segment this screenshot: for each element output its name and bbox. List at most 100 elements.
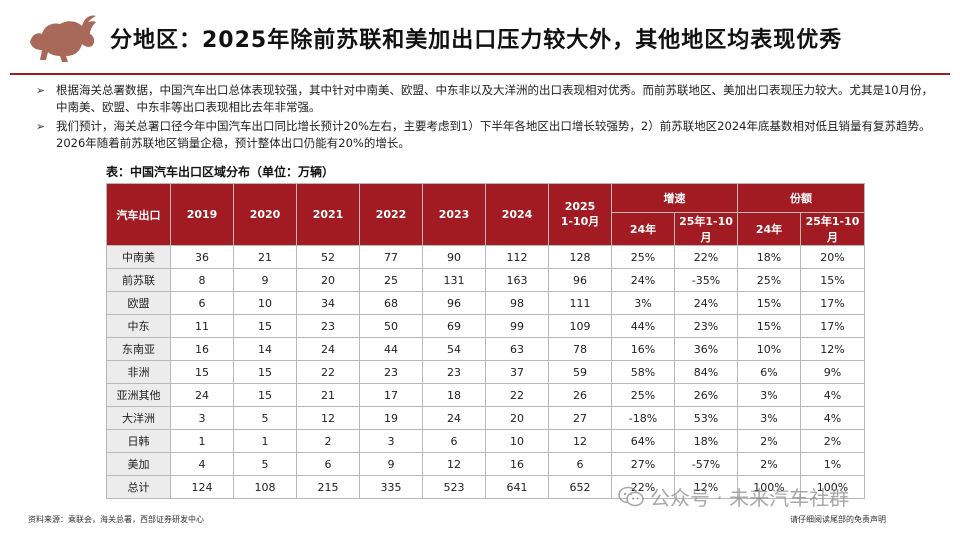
share-24-cell: 15% (737, 314, 801, 338)
value-cell: 24 (422, 406, 486, 430)
growth-25-cell: 18% (674, 429, 738, 453)
share-25-cell: 17% (800, 314, 865, 338)
share-24-cell: 10% (737, 337, 801, 361)
value-cell: 4 (170, 452, 234, 476)
table-row: 非洲 15 15 22 23 23 37 59 58% 84% 6% 9% (106, 360, 865, 384)
growth-24-header: 24年 (611, 212, 675, 246)
growth-24-cell: 3% (611, 291, 675, 315)
year-header: 2022 (359, 183, 423, 246)
share-24-cell: 2% (737, 452, 801, 476)
value-cell: 5 (233, 406, 297, 430)
share-24-cell: 18% (737, 245, 801, 269)
value-cell: 99 (485, 314, 549, 338)
value-cell: 63 (485, 337, 549, 361)
value-cell: 128 (548, 245, 612, 269)
region-cell: 大洋洲 (106, 406, 171, 430)
value-cell: 44 (359, 337, 423, 361)
share-24-cell: 100% (737, 475, 801, 499)
value-cell: 1 (170, 429, 234, 453)
value-cell: 2 (296, 429, 360, 453)
bullet-item: ➢ 根据海关总署数据，中国汽车出口总体表现较强，其中针对中南美、欧盟、中东非以及… (36, 82, 936, 116)
growth-25-cell: 53% (674, 406, 738, 430)
bull-logo-icon (30, 15, 96, 62)
value-cell: 59 (548, 360, 612, 384)
share-25-cell: 20% (800, 245, 865, 269)
table-body: 中南美 36 21 52 77 90 112 128 25% 22% 18% 20% 前苏联 8 9 20 25… (106, 245, 865, 499)
share-25-cell: 12% (800, 337, 865, 361)
value-cell: 10 (485, 429, 549, 453)
share-24-cell: 2% (737, 429, 801, 453)
growth-25-cell: 22% (674, 245, 738, 269)
share-25-cell: 17% (800, 291, 865, 315)
value-cell: 23 (359, 360, 423, 384)
region-cell: 中南美 (106, 245, 171, 269)
value-cell: 15 (170, 360, 234, 384)
table-row: 亚洲其他 24 15 21 17 18 22 26 25% 26% 3% 4% (106, 383, 865, 407)
value-cell: 1 (233, 429, 297, 453)
arrow-bullet-icon: ➢ (36, 120, 46, 133)
table-row: 欧盟 6 10 34 68 96 98 111 3% 24% 15% 17% (106, 291, 865, 315)
region-cell: 前苏联 (106, 268, 171, 292)
value-cell: 23 (422, 360, 486, 384)
share-25-cell: 1% (800, 452, 865, 476)
value-cell: 22 (296, 360, 360, 384)
region-cell: 总计 (106, 475, 171, 499)
value-cell: 37 (485, 360, 549, 384)
growth-header: 增速 (611, 183, 738, 213)
share-24-cell: 15% (737, 291, 801, 315)
share-24-cell: 6% (737, 360, 801, 384)
year-header: 2024 (485, 183, 549, 246)
value-cell: 652 (548, 475, 612, 499)
value-cell: 20 (296, 268, 360, 292)
bullet-item: ➢ 我们预计，海关总署口径今年中国汽车出口同比增长预计20%左右，主要考虑到1）… (36, 118, 936, 152)
table-row: 总计 124 108 215 335 523 641 652 22% 12% 100% 100% (106, 475, 865, 499)
value-cell: 109 (548, 314, 612, 338)
value-cell: 5 (233, 452, 297, 476)
value-cell: 112 (485, 245, 549, 269)
growth-25-cell: 84% (674, 360, 738, 384)
value-cell: 6 (170, 291, 234, 315)
region-cell: 日韩 (106, 429, 171, 453)
growth-25-cell: 12% (674, 475, 738, 499)
growth-24-cell: 16% (611, 337, 675, 361)
table-row: 前苏联 8 9 20 25 131 163 96 24% -35% 25% 15% (106, 268, 865, 292)
table-row: 日韩 1 1 2 3 6 10 12 64% 18% 2% 2% (106, 429, 865, 453)
value-cell: 36 (170, 245, 234, 269)
ytd-header: 2025 1-10月 (548, 183, 612, 246)
value-cell: 78 (548, 337, 612, 361)
value-cell: 21 (296, 383, 360, 407)
value-cell: 641 (485, 475, 549, 499)
value-cell: 23 (296, 314, 360, 338)
bullet-text: 我们预计，海关总署口径今年中国汽车出口同比增长预计20%左右，主要考虑到1）下半… (56, 119, 931, 150)
growth-25-cell: -35% (674, 268, 738, 292)
value-cell: 21 (233, 245, 297, 269)
value-cell: 69 (422, 314, 486, 338)
value-cell: 523 (422, 475, 486, 499)
value-cell: 335 (359, 475, 423, 499)
table-caption: 表：中国汽车出口区域分布（单位：万辆） (106, 165, 335, 179)
value-cell: 111 (548, 291, 612, 315)
page-title: 分地区：2025年除前苏联和美加出口压力较大外，其他地区均表现优秀 (110, 28, 843, 53)
ytd-header-period: 1-10月 (560, 215, 600, 228)
value-cell: 34 (296, 291, 360, 315)
share-25-cell: 100% (800, 475, 865, 499)
value-cell: 12 (548, 429, 612, 453)
value-cell: 20 (485, 406, 549, 430)
year-header: 2019 (170, 183, 234, 246)
region-cell: 非洲 (106, 360, 171, 384)
value-cell: 215 (296, 475, 360, 499)
table-row: 中东 11 15 23 50 69 99 109 44% 23% 15% 17% (106, 314, 865, 338)
value-cell: 98 (485, 291, 549, 315)
region-cell: 美加 (106, 452, 171, 476)
value-cell: 6 (296, 452, 360, 476)
value-cell: 25 (359, 268, 423, 292)
table-row: 大洋洲 3 5 12 19 24 20 27 -18% 53% 3% 4% (106, 406, 865, 430)
value-cell: 6 (422, 429, 486, 453)
value-cell: 3 (170, 406, 234, 430)
value-cell: 14 (233, 337, 297, 361)
value-cell: 15 (233, 383, 297, 407)
watermark-text: 公众号 · 未来汽车社群 (650, 486, 850, 510)
growth-25-cell: 36% (674, 337, 738, 361)
value-cell: 52 (296, 245, 360, 269)
value-cell: 12 (422, 452, 486, 476)
